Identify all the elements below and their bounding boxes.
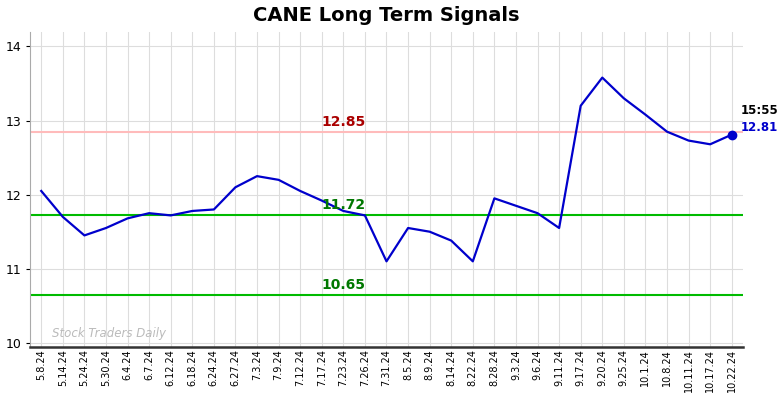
Text: 12.85: 12.85 <box>321 115 365 129</box>
Text: 12.81: 12.81 <box>740 121 778 134</box>
Text: Stock Traders Daily: Stock Traders Daily <box>52 327 166 340</box>
Title: CANE Long Term Signals: CANE Long Term Signals <box>253 6 520 25</box>
Text: 10.65: 10.65 <box>321 278 365 292</box>
Text: 15:55: 15:55 <box>740 104 779 117</box>
Text: 11.72: 11.72 <box>321 199 365 213</box>
